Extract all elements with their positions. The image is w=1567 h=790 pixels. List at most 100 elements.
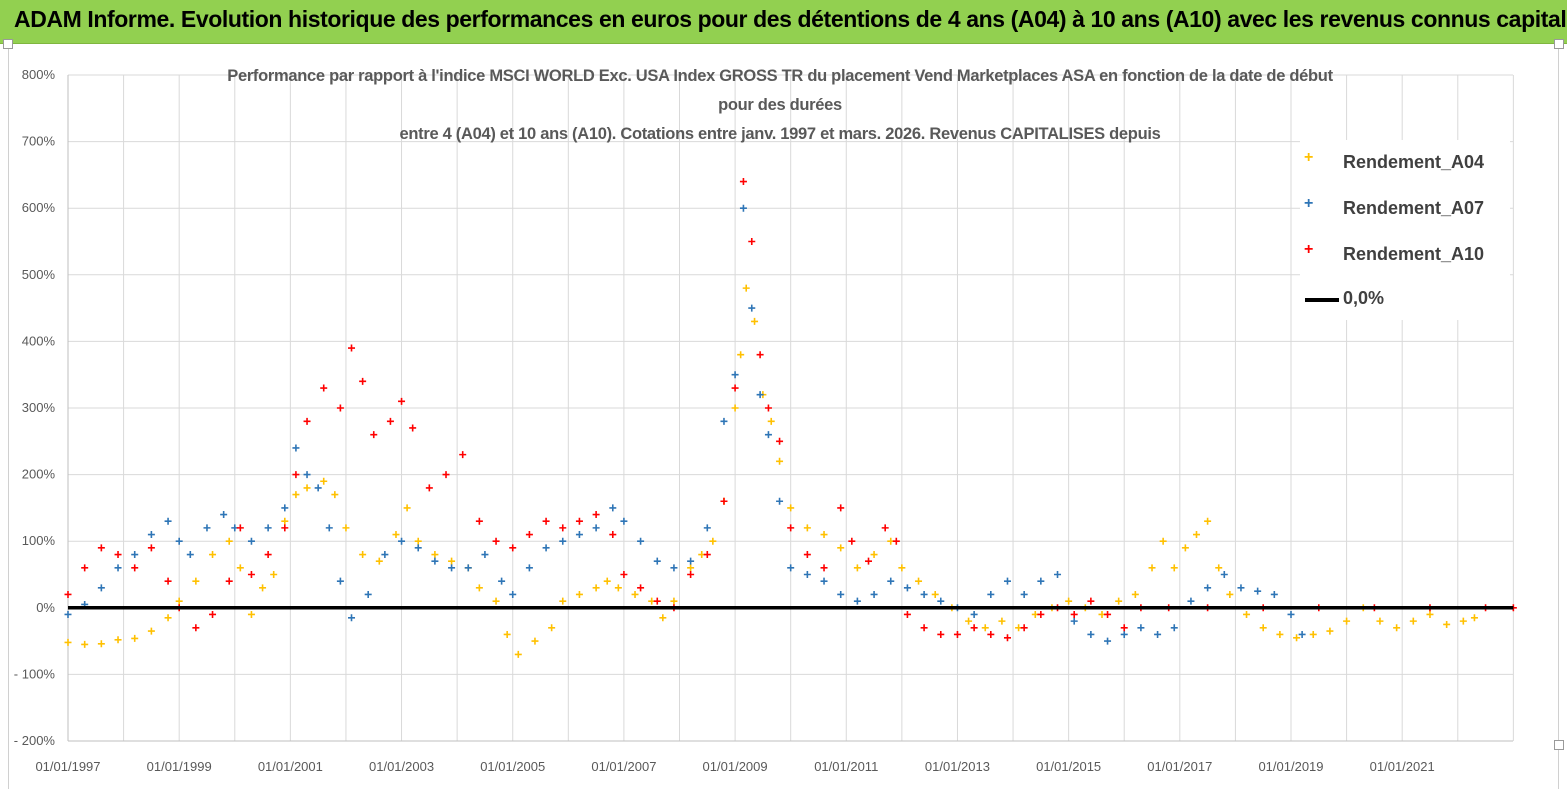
data-points bbox=[64, 178, 1517, 658]
data-point-rendement-a10 bbox=[970, 624, 978, 632]
data-point-rendement-a10 bbox=[559, 524, 567, 532]
data-point-rendement-a04 bbox=[776, 457, 784, 465]
data-point-rendement-a07 bbox=[1170, 624, 1178, 632]
data-point-rendement-a10 bbox=[64, 590, 72, 598]
data-point-rendement-a04 bbox=[1309, 630, 1317, 638]
data-point-rendement-a10 bbox=[803, 551, 811, 559]
chart-title-line-2: pour des durées bbox=[718, 96, 842, 114]
data-point-rendement-a10 bbox=[1070, 610, 1078, 618]
data-point-rendement-a04 bbox=[709, 537, 717, 545]
data-point-rendement-a04 bbox=[514, 650, 522, 658]
data-point-rendement-a07 bbox=[820, 577, 828, 585]
x-tick-label: 01/01/2009 bbox=[703, 759, 768, 774]
data-point-rendement-a10 bbox=[164, 577, 172, 585]
data-point-rendement-a07 bbox=[575, 531, 583, 539]
data-point-rendement-a04 bbox=[81, 640, 89, 648]
data-point-rendement-a10 bbox=[837, 504, 845, 512]
plus-marker-icon: + bbox=[1304, 195, 1314, 212]
data-point-rendement-a07 bbox=[1104, 637, 1112, 645]
data-point-rendement-a04 bbox=[1215, 564, 1223, 572]
data-point-rendement-a04 bbox=[1243, 610, 1251, 618]
plus-marker-icon: + bbox=[1304, 241, 1314, 258]
data-point-rendement-a10 bbox=[97, 544, 105, 552]
data-point-rendement-a10 bbox=[236, 524, 244, 532]
legend-label-a10: Rendement_A10 bbox=[1343, 244, 1485, 264]
data-point-rendement-a07 bbox=[448, 564, 456, 572]
data-point-rendement-a10 bbox=[920, 624, 928, 632]
data-point-rendement-a04 bbox=[531, 637, 539, 645]
data-point-rendement-a10 bbox=[1120, 624, 1128, 632]
data-point-rendement-a10 bbox=[703, 551, 711, 559]
data-point-rendement-a04 bbox=[1159, 537, 1167, 545]
line-marker-icon bbox=[1305, 298, 1339, 302]
data-point-rendement-a10 bbox=[609, 531, 617, 539]
data-point-rendement-a04 bbox=[147, 627, 155, 635]
resize-handle-top-right[interactable] bbox=[1554, 39, 1564, 49]
data-point-rendement-a04 bbox=[592, 584, 600, 592]
data-point-rendement-a04 bbox=[97, 640, 105, 648]
resize-handle-top-left[interactable] bbox=[3, 39, 13, 49]
data-point-rendement-a04 bbox=[915, 577, 923, 585]
data-point-rendement-a07 bbox=[1204, 584, 1212, 592]
data-point-rendement-a10 bbox=[264, 551, 272, 559]
x-tick-label: 01/01/2013 bbox=[925, 759, 990, 774]
data-point-rendement-a10 bbox=[225, 577, 233, 585]
data-point-rendement-a07 bbox=[1287, 610, 1295, 618]
data-point-rendement-a04 bbox=[742, 284, 750, 292]
data-point-rendement-a07 bbox=[1187, 597, 1195, 605]
data-point-rendement-a04 bbox=[475, 584, 483, 592]
data-point-rendement-a10 bbox=[370, 431, 378, 439]
data-point-rendement-a07 bbox=[787, 564, 795, 572]
legend-label-a04: Rendement_A04 bbox=[1343, 152, 1485, 172]
data-point-rendement-a10 bbox=[542, 517, 550, 525]
data-point-rendement-a10 bbox=[336, 404, 344, 412]
data-point-rendement-a04 bbox=[492, 597, 500, 605]
data-point-rendement-a04 bbox=[342, 524, 350, 532]
data-point-rendement-a07 bbox=[147, 531, 155, 539]
data-point-rendement-a07 bbox=[336, 577, 344, 585]
data-point-rendement-a04 bbox=[503, 630, 511, 638]
data-point-rendement-a07 bbox=[364, 590, 372, 598]
data-point-rendement-a04 bbox=[751, 317, 759, 325]
data-point-rendement-a10 bbox=[787, 524, 795, 532]
data-point-rendement-a07 bbox=[887, 577, 895, 585]
data-point-rendement-a04 bbox=[548, 624, 556, 632]
data-point-rendement-a07 bbox=[1137, 624, 1145, 632]
data-point-rendement-a04 bbox=[448, 557, 456, 565]
data-point-rendement-a10 bbox=[892, 537, 900, 545]
data-point-rendement-a04 bbox=[870, 551, 878, 559]
data-point-rendement-a07 bbox=[247, 537, 255, 545]
resize-handle-bottom-right[interactable] bbox=[1554, 740, 1564, 750]
chart-title: Performance par rapport à l'indice MSCI … bbox=[130, 62, 1430, 149]
data-point-rendement-a04 bbox=[236, 564, 244, 572]
data-point-rendement-a10 bbox=[386, 417, 394, 425]
data-point-rendement-a07 bbox=[720, 417, 728, 425]
data-point-rendement-a07 bbox=[970, 610, 978, 618]
data-point-rendement-a07 bbox=[264, 524, 272, 532]
data-point-rendement-a10 bbox=[409, 424, 417, 432]
data-point-rendement-a04 bbox=[414, 537, 422, 545]
data-point-rendement-a04 bbox=[331, 491, 339, 499]
data-point-rendement-a10 bbox=[281, 524, 289, 532]
data-point-rendement-a07 bbox=[731, 371, 739, 379]
data-point-rendement-a04 bbox=[1170, 564, 1178, 572]
data-point-rendement-a10 bbox=[509, 544, 517, 552]
data-point-rendement-a10 bbox=[953, 630, 961, 638]
data-point-rendement-a10 bbox=[937, 630, 945, 638]
data-point-rendement-a07 bbox=[97, 584, 105, 592]
data-point-rendement-a07 bbox=[609, 504, 617, 512]
data-point-rendement-a04 bbox=[175, 597, 183, 605]
gridlines bbox=[67, 74, 1514, 742]
data-point-rendement-a10 bbox=[1104, 610, 1112, 618]
chart-legend: + Rendement_A04 + Rendement_A07 + Rendem… bbox=[1300, 140, 1510, 320]
data-point-rendement-a04 bbox=[1426, 610, 1434, 618]
chart-title-line-1: Performance par rapport à l'indice MSCI … bbox=[227, 67, 1333, 85]
legend-label-zero: 0,0% bbox=[1343, 288, 1385, 308]
data-point-rendement-a07 bbox=[870, 590, 878, 598]
data-point-rendement-a10 bbox=[903, 610, 911, 618]
data-point-rendement-a10 bbox=[620, 571, 628, 578]
data-point-rendement-a04 bbox=[270, 571, 278, 578]
data-point-rendement-a07 bbox=[314, 484, 322, 492]
data-point-rendement-a04 bbox=[1193, 531, 1200, 539]
data-point-rendement-a04 bbox=[1459, 617, 1467, 625]
